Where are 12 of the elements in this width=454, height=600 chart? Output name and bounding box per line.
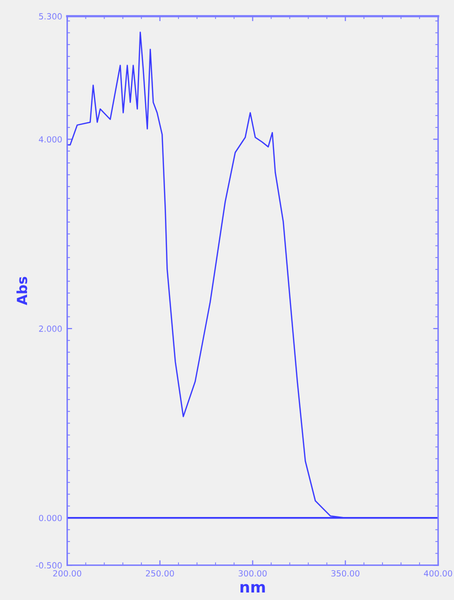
y-axis-title: Abs xyxy=(16,276,28,306)
x-tick-label: 400.00 xyxy=(424,570,452,577)
y-tick-label: 0.000 xyxy=(39,514,62,522)
x-axis-title: nm xyxy=(240,584,265,593)
y-tick-label: 4.000 xyxy=(38,136,62,143)
x-tick-label: 200.00 xyxy=(53,570,82,577)
y-tick-label: -0.500 xyxy=(36,562,62,568)
y-tick-label: 5.300 xyxy=(39,13,62,20)
x-tick-label: 350.00 xyxy=(331,570,360,577)
y-tick-label: 2.000 xyxy=(39,326,62,332)
x-tick-label: 250.00 xyxy=(146,570,174,577)
x-tick-label: 300.00 xyxy=(238,570,267,577)
